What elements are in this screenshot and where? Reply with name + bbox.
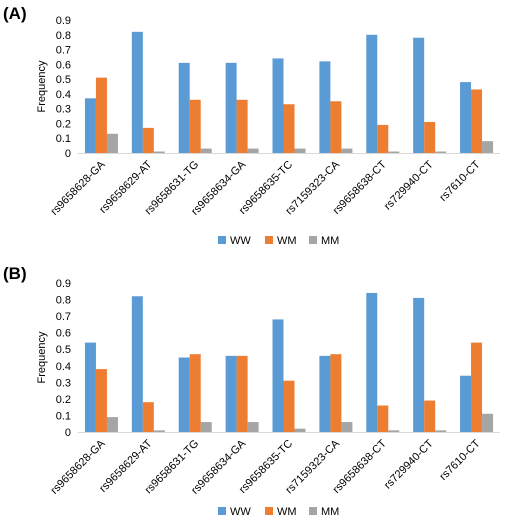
y-tick-label: 0.3 [56,377,71,389]
legend-swatch-wm [265,236,273,244]
bar-ww [413,37,425,153]
y-tick-label: 0.3 [56,104,71,116]
legend-swatch-ww [218,236,226,244]
bar-ww [319,61,331,153]
y-tick-label: 0.9 [56,278,71,290]
bar-ww [366,34,378,153]
y-tick-label: 0.1 [56,410,71,422]
bar-wm [236,99,248,153]
bar-wm [189,354,201,432]
x-category-label: rs7610-CT [437,437,482,482]
y-tick-label: 0.5 [56,344,71,356]
bar-mm [435,151,447,153]
bar-wm [283,104,295,153]
bar-wm [189,99,201,153]
y-tick-label: 0.1 [56,133,71,145]
x-category-label: rs729940-CT [382,158,436,212]
legend-label-ww: WW [230,235,251,247]
y-tick-label: 0 [65,427,71,439]
bar-ww [225,355,237,432]
legend-swatch-mm [309,507,317,515]
y-tick-label: 0.6 [56,59,71,71]
legend-swatch-ww [218,507,226,515]
legend-label-mm: MM [321,235,339,247]
y-tick-label: 0.2 [56,118,71,130]
bar-wm [377,124,389,153]
bar-wm [377,405,389,432]
bar-mm [106,133,118,153]
bar-ww [460,82,472,153]
bar-mm [153,430,165,432]
bar-wm [283,380,295,432]
y-tick-label: 0.8 [56,30,71,42]
bar-wm [142,402,154,432]
bar-ww [178,357,190,432]
y-tick-label: 0.5 [56,74,71,86]
bar-ww [178,62,190,153]
panel-label: (B) [3,264,27,283]
bar-mm [341,422,353,432]
bar-wm [95,77,107,153]
bar-ww [131,296,143,432]
bar-ww [131,31,143,154]
y-tick-label: 0.8 [56,295,71,307]
bar-wm [330,101,342,153]
legend-label-ww: WW [230,506,251,518]
legend-swatch-mm [309,236,317,244]
bar-mm [294,428,306,432]
bar-ww [319,355,331,432]
bar-ww [225,62,237,153]
bar-ww [272,58,284,153]
bar-wm [330,354,342,432]
legend-label-wm: WM [277,506,297,518]
bar-mm [388,430,400,432]
bar-wm [471,342,483,432]
bar-mm [482,141,494,153]
bar-wm [471,89,483,153]
y-tick-label: 0.9 [56,15,71,27]
legend-label-mm: MM [321,506,339,518]
legend-label-wm: WM [277,235,297,247]
bar-mm [388,151,400,153]
bar-wm [236,355,248,432]
y-tick-label: 0.6 [56,328,71,340]
bar-wm [95,369,107,432]
panel-b: (B) 0 0.1 0.2 0.3 0.4 0.5 0.6 0.7 0.8 0.9 Frequency… [3,264,500,518]
x-category-label: rs729940-CT [382,437,436,491]
legend-swatch-wm [265,507,273,515]
bar-mm [435,430,447,432]
bar-ww [460,375,472,432]
y-tick-label: 0.7 [56,311,71,323]
x-category-label: rs7610-CT [437,158,482,203]
y-tick-label: 0.4 [56,89,71,101]
y-tick-label: 0.2 [56,394,71,406]
bar-mm [482,413,494,432]
bar-ww [84,98,96,153]
y-axis-label: Frequency [36,331,48,383]
bar-mm [247,422,259,432]
bar-wm [142,127,154,153]
bar-ww [272,319,284,432]
y-tick-label: 0.4 [56,361,71,373]
panel-a: (A) 0 0.1 0.2 0.3 0.4 0.5 0.6 0.7 0.8 0.9 Frequency… [3,4,500,247]
bar-ww [366,292,378,432]
y-tick-label: 0 [65,148,71,160]
bar-wm [424,121,436,153]
bar-mm [153,151,165,153]
bar-mm [341,148,353,153]
bar-ww [84,342,96,432]
bar-mm [106,417,118,432]
bar-mm [247,148,259,153]
y-tick-label: 0.7 [56,45,71,57]
bar-mm [294,148,306,153]
bar-wm [424,400,436,432]
bar-mm [200,422,212,432]
bar-ww [413,297,425,432]
panel-label: (A) [3,4,27,23]
bar-mm [200,148,212,153]
y-axis-label: Frequency [36,60,48,112]
